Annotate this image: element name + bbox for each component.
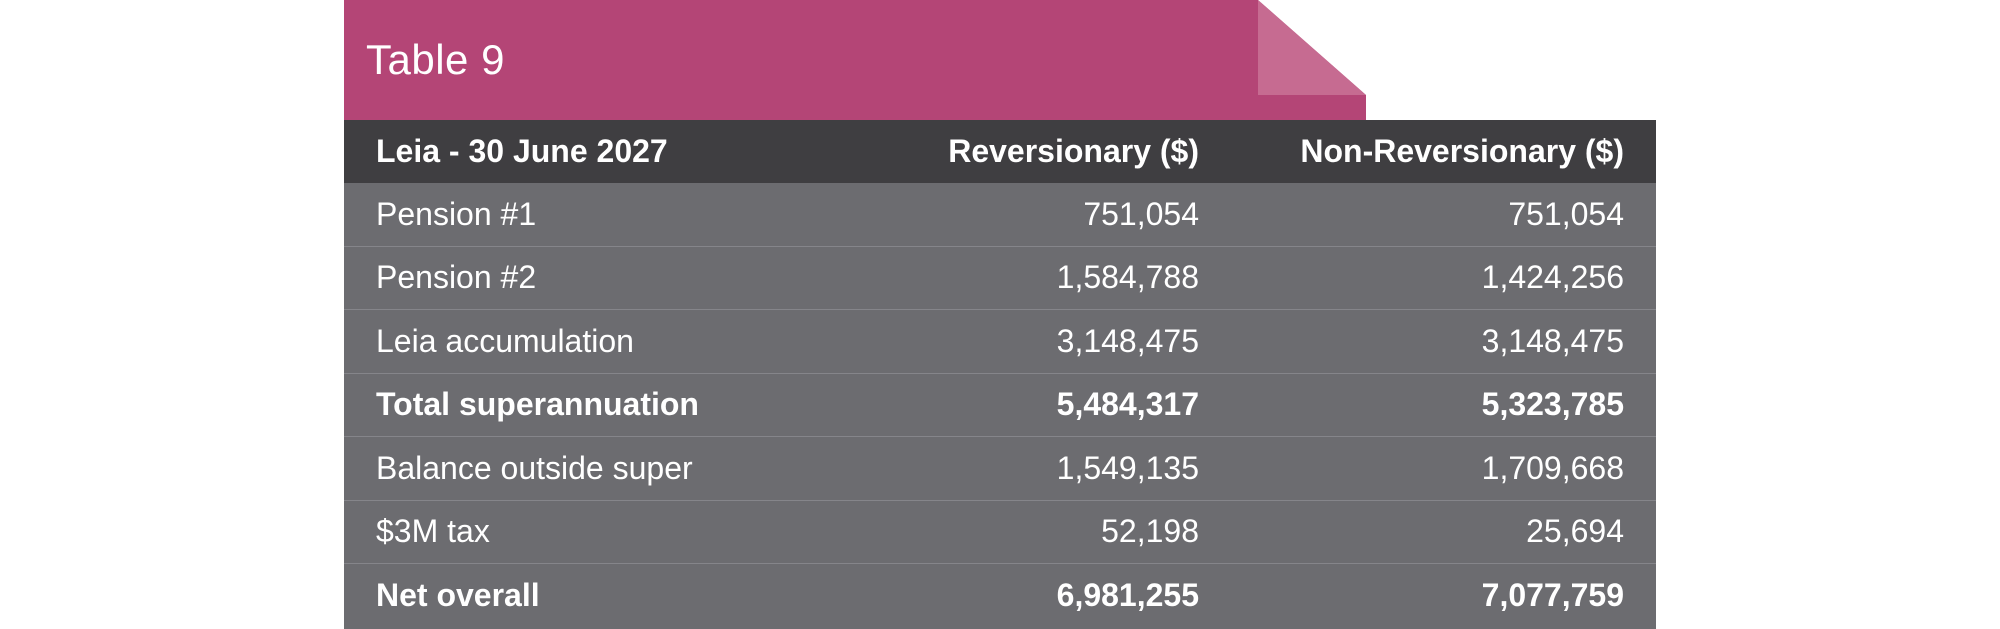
non-reversionary-value: 3,148,475 [1481, 322, 1624, 359]
reversionary-value: 6,981,255 [1056, 577, 1199, 614]
row-label: Pension #2 [376, 259, 537, 296]
reversionary-value: 751,054 [1083, 195, 1199, 232]
folded-corner [1258, 0, 1366, 95]
non-reversionary-value: 7,077,759 [1481, 577, 1624, 614]
row-label: Leia accumulation [376, 322, 634, 359]
table-row-total: Total superannuation 5,484,317 5,323,785 [344, 374, 1656, 437]
table-card: Table 9 Leia - 30 June 2027 Reversionary… [344, 0, 1656, 629]
table-row: Pension #1 751,054 751,054 [344, 183, 1656, 247]
header-reversionary: Reversionary ($) [948, 133, 1199, 169]
non-reversionary-value: 1,424,256 [1481, 259, 1624, 296]
row-label: Net overall [376, 577, 540, 614]
row-label: Balance outside super [376, 449, 693, 486]
non-reversionary-value: 1,709,668 [1481, 449, 1624, 486]
non-reversionary-value: 25,694 [1526, 513, 1624, 550]
row-label: $3M tax [376, 513, 490, 550]
data-table: Leia - 30 June 2027 Reversionary ($) Non… [344, 120, 1656, 629]
reversionary-value: 5,484,317 [1056, 386, 1199, 423]
table-row-net-overall: Net overall 6,981,255 7,077,759 [344, 564, 1656, 628]
reversionary-value: 1,549,135 [1056, 449, 1199, 486]
non-reversionary-value: 5,323,785 [1481, 386, 1624, 423]
reversionary-value: 3,148,475 [1056, 322, 1199, 359]
non-reversionary-value: 751,054 [1508, 195, 1624, 232]
table-header-row: Leia - 30 June 2027 Reversionary ($) Non… [344, 120, 1656, 183]
table-title: Table 9 [366, 36, 505, 83]
reversionary-value: 1,584,788 [1056, 259, 1199, 296]
reversionary-value: 52,198 [1101, 513, 1199, 550]
table-row: Pension #2 1,584,788 1,424,256 [344, 247, 1656, 310]
header-label: Leia - 30 June 2027 [376, 133, 668, 169]
table-row: Leia accumulation 3,148,475 3,148,475 [344, 310, 1656, 374]
table-title-tab: Table 9 [344, 0, 1366, 120]
row-label: Pension #1 [376, 195, 537, 232]
header-non-reversionary: Non-Reversionary ($) [1300, 133, 1624, 169]
table-row: Balance outside super 1,549,135 1,709,66… [344, 437, 1656, 501]
row-label: Total superannuation [376, 386, 699, 423]
table-row: $3M tax 52,198 25,694 [344, 501, 1656, 564]
